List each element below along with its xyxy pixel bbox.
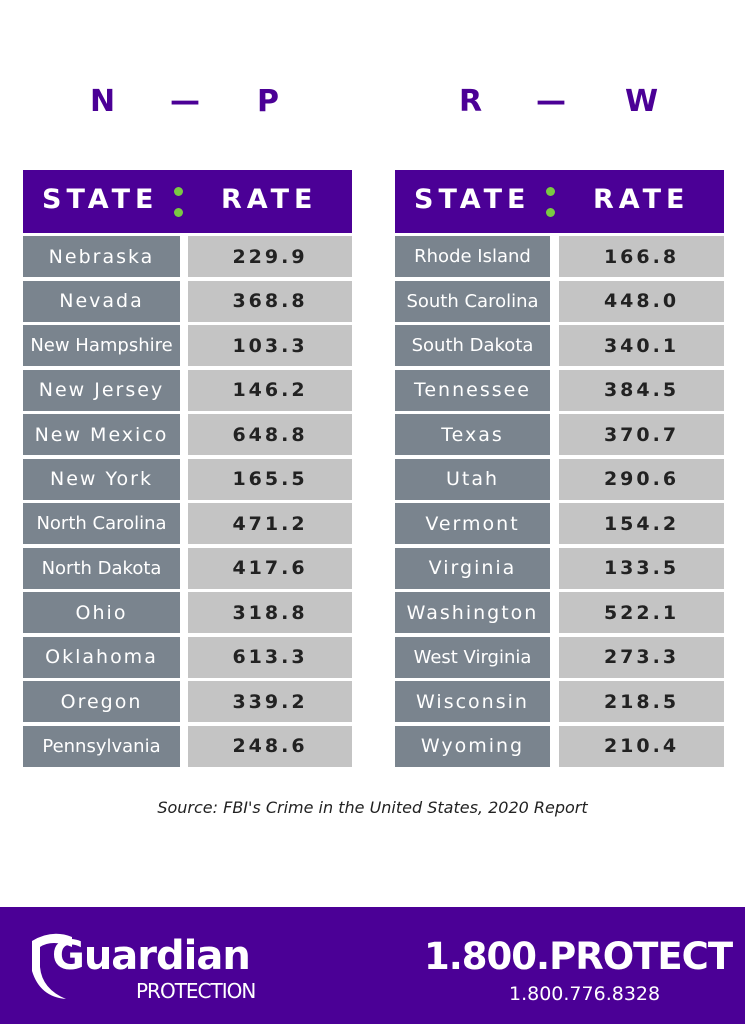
rate-cell: 146.2 bbox=[188, 369, 352, 411]
state-cell: Virginia bbox=[395, 547, 550, 589]
range-dash: — bbox=[170, 84, 202, 119]
rate-cell: 648.8 bbox=[188, 414, 352, 455]
colon-dots-icon bbox=[174, 187, 184, 219]
state-cell: New York bbox=[23, 458, 180, 500]
table-row: Tennessee 384.5 bbox=[395, 369, 724, 411]
shield-icon bbox=[32, 933, 72, 999]
table-row: Texas 370.7 bbox=[395, 414, 724, 455]
rate-cell: 370.7 bbox=[559, 414, 724, 455]
table-row: Wyoming 210.4 bbox=[395, 725, 724, 767]
state-cell: Wisconsin bbox=[395, 681, 550, 722]
source-note: Source: FBI's Crime in the United States… bbox=[157, 798, 588, 817]
rate-cell: 417.6 bbox=[188, 547, 352, 589]
state-cell: Texas bbox=[395, 414, 550, 455]
table-row: Oregon 339.2 bbox=[23, 681, 352, 722]
table-row: New Jersey 146.2 bbox=[23, 369, 352, 411]
table-row: New Mexico 648.8 bbox=[23, 414, 352, 455]
header-state: STATE bbox=[414, 184, 531, 215]
rate-cell: 318.8 bbox=[188, 592, 352, 633]
state-cell: South Dakota bbox=[395, 325, 550, 366]
state-cell: Ohio bbox=[23, 592, 180, 633]
brand-subtitle: PROTECTION bbox=[136, 979, 256, 1003]
state-cell: West Virginia bbox=[395, 636, 550, 678]
table-row: Washington 522.1 bbox=[395, 592, 724, 633]
state-cell: Rhode Island bbox=[395, 236, 550, 277]
table-row: New York 165.5 bbox=[23, 458, 352, 500]
phone-vanity[interactable]: 1.800.PROTECT bbox=[424, 935, 733, 978]
state-cell: New Mexico bbox=[23, 414, 180, 455]
rate-cell: 290.6 bbox=[559, 458, 724, 500]
brand-name: Guardian bbox=[52, 933, 251, 979]
state-cell: Washington bbox=[395, 592, 550, 633]
rate-cell: 340.1 bbox=[559, 325, 724, 366]
state-cell: North Carolina bbox=[23, 503, 180, 544]
header-rate: RATE bbox=[593, 184, 690, 215]
state-cell: New Hampshire bbox=[23, 325, 180, 366]
table-row: Rhode Island 166.8 bbox=[395, 236, 724, 277]
table-row: New Hampshire 103.3 bbox=[23, 325, 352, 366]
state-cell: Oregon bbox=[23, 681, 180, 722]
table-row: South Carolina 448.0 bbox=[395, 280, 724, 322]
range-dash: — bbox=[536, 84, 568, 119]
footer-banner: Guardian PROTECTION 1.800.PROTECT 1.800.… bbox=[0, 907, 745, 1024]
rate-cell: 133.5 bbox=[559, 547, 724, 589]
rate-cell: 339.2 bbox=[188, 681, 352, 722]
state-cell: Vermont bbox=[395, 503, 550, 544]
table-row: North Dakota 417.6 bbox=[23, 547, 352, 589]
state-cell: Oklahoma bbox=[23, 636, 180, 678]
table-row: Vermont 154.2 bbox=[395, 503, 724, 544]
table-row: North Carolina 471.2 bbox=[23, 503, 352, 544]
phone-number[interactable]: 1.800.776.8328 bbox=[509, 983, 661, 1005]
range-end: W bbox=[625, 84, 661, 119]
rate-cell: 613.3 bbox=[188, 636, 352, 678]
state-cell: Nebraska bbox=[23, 236, 180, 277]
rate-cell: 154.2 bbox=[559, 503, 724, 544]
state-cell: Tennessee bbox=[395, 369, 550, 411]
state-cell: Wyoming bbox=[395, 725, 550, 767]
state-cell: Utah bbox=[395, 458, 550, 500]
rate-cell: 218.5 bbox=[559, 681, 724, 722]
table-row: Nebraska 229.9 bbox=[23, 236, 352, 277]
colon-dots-icon bbox=[546, 187, 556, 219]
table-row: Pennsylvania 248.6 bbox=[23, 725, 352, 767]
header-rate: RATE bbox=[221, 184, 318, 215]
rate-cell: 448.0 bbox=[559, 280, 724, 322]
rate-cell: 166.8 bbox=[559, 236, 724, 277]
state-cell: Nevada bbox=[23, 280, 180, 322]
rate-cell: 248.6 bbox=[188, 725, 352, 767]
rate-cell: 103.3 bbox=[188, 325, 352, 366]
table-row: Utah 290.6 bbox=[395, 458, 724, 500]
table-row: Virginia 133.5 bbox=[395, 547, 724, 589]
range-end: P bbox=[257, 84, 281, 119]
rate-cell: 384.5 bbox=[559, 369, 724, 411]
rate-cell: 273.3 bbox=[559, 636, 724, 678]
table-row: Oklahoma 613.3 bbox=[23, 636, 352, 678]
table-row: Ohio 318.8 bbox=[23, 592, 352, 633]
table-header: STATE RATE bbox=[395, 170, 724, 233]
table-row: South Dakota 340.1 bbox=[395, 325, 724, 366]
rate-cell: 229.9 bbox=[188, 236, 352, 277]
table-row: West Virginia 273.3 bbox=[395, 636, 724, 678]
rate-cell: 210.4 bbox=[559, 725, 724, 767]
state-cell: Pennsylvania bbox=[23, 725, 180, 767]
table-row: Wisconsin 218.5 bbox=[395, 681, 724, 722]
rate-cell: 471.2 bbox=[188, 503, 352, 544]
rate-cell: 165.5 bbox=[188, 458, 352, 500]
table-row: Nevada 368.8 bbox=[23, 280, 352, 322]
header-state: STATE bbox=[42, 184, 159, 215]
table-header: STATE RATE bbox=[23, 170, 352, 233]
table-left: STATE RATE Nebraska 229.9 Nevada 368.8 New H… bbox=[23, 170, 352, 767]
table-right: STATE RATE Rhode Island 166.8 South Caroli… bbox=[395, 170, 724, 767]
state-cell: New Jersey bbox=[23, 369, 180, 411]
state-cell: South Carolina bbox=[395, 280, 550, 322]
range-start: N bbox=[90, 84, 118, 119]
rate-cell: 368.8 bbox=[188, 280, 352, 322]
rate-cell: 522.1 bbox=[559, 592, 724, 633]
state-cell: North Dakota bbox=[23, 547, 180, 589]
range-start: R bbox=[459, 84, 485, 119]
